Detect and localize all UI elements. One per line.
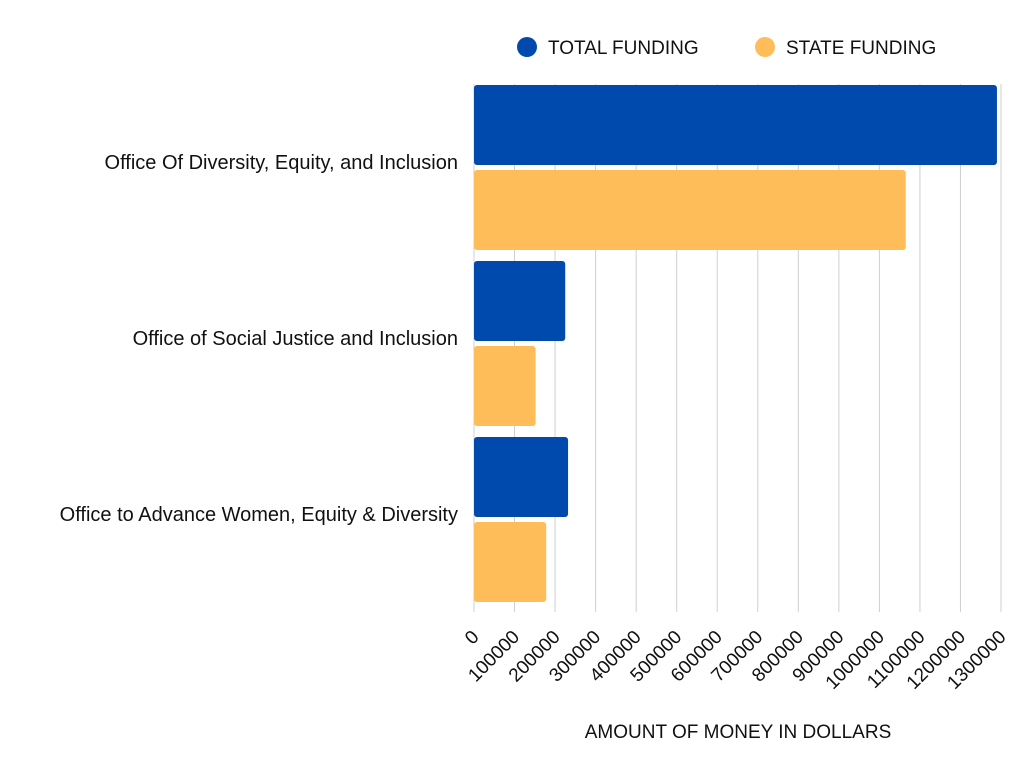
bars	[474, 85, 997, 602]
bar-state-funding	[474, 170, 906, 250]
bar-state-funding	[474, 346, 536, 426]
bar-total-funding	[474, 85, 997, 165]
bar-total-funding	[474, 261, 566, 341]
legend-label: TOTAL FUNDING	[548, 38, 699, 59]
legend-marker	[517, 37, 537, 57]
bar-state-funding	[474, 522, 547, 602]
category-labels: Office Of Diversity, Equity, and Inclusi…	[60, 152, 458, 526]
x-tick-label: 0	[461, 627, 483, 649]
x-tick-labels: 0100000200000300000400000500000600000700…	[461, 627, 1010, 694]
category-label: Office Of Diversity, Equity, and Inclusi…	[105, 152, 458, 174]
legend: TOTAL FUNDING STATE FUNDING	[517, 37, 936, 59]
category-label: Office to Advance Women, Equity & Divers…	[60, 504, 458, 526]
legend-marker	[755, 37, 775, 57]
bar-total-funding	[474, 437, 569, 517]
category-label: Office of Social Justice and Inclusion	[133, 328, 458, 350]
x-axis-label: AMOUNT OF MONEY IN DOLLARS	[585, 722, 892, 743]
legend-label: STATE FUNDING	[786, 38, 936, 59]
